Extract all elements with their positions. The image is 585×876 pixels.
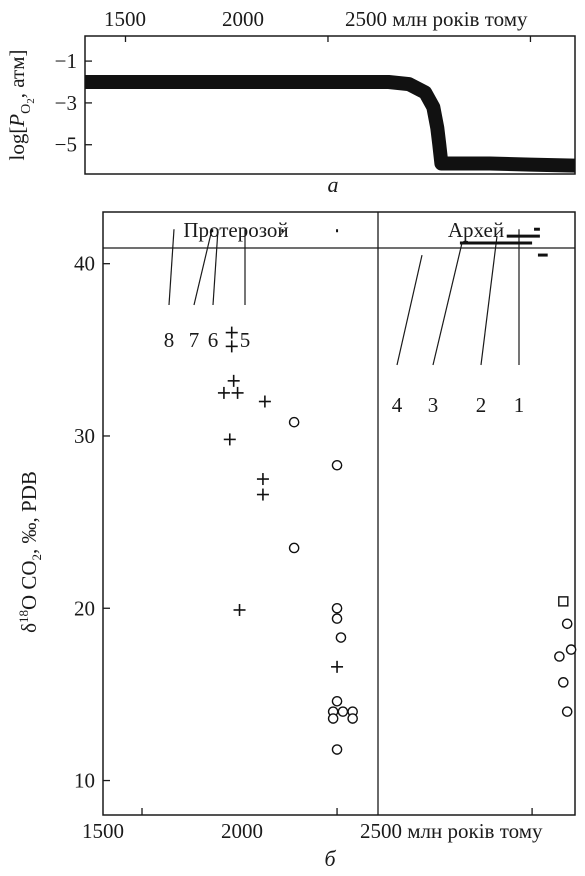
range-leader-7 (193, 229, 213, 306)
circle-marker (347, 713, 358, 724)
panel-a-plot-frame (84, 35, 576, 175)
panel-a-y-tick-label: −3 (55, 91, 77, 115)
era-label-archean: Архей (448, 218, 504, 242)
circle-marker (557, 677, 569, 688)
plus-marker (256, 473, 269, 486)
plus-marker (256, 488, 269, 501)
plus-marker (231, 386, 244, 399)
circle-marker (331, 695, 343, 707)
circle-marker (331, 744, 343, 755)
panel-a-y-tick-label: −1 (55, 49, 77, 73)
range-label-6: 6 (208, 328, 219, 352)
circle-marker (288, 416, 300, 428)
plus-marker (225, 340, 238, 353)
panel-a-oxygen-curve (85, 75, 576, 173)
plus-marker (227, 374, 240, 387)
panel-a-x-tick-2500: 2500 млн років тому (345, 7, 528, 31)
circle-marker (565, 644, 577, 655)
circle-marker (561, 618, 573, 630)
plus-marker (331, 660, 344, 673)
panel-a-y-axis-label: log[PO2, атм] (5, 49, 37, 160)
square-marker (558, 596, 569, 607)
panel-b-ticks: 10 20 30 40 (74, 252, 533, 815)
plus-marker (233, 603, 246, 616)
plus-marker (223, 433, 236, 446)
range-leader-8 (168, 229, 175, 306)
range-leader-3 (432, 242, 463, 366)
range-label-3: 3 (428, 393, 439, 417)
range-leader-6 (212, 229, 219, 306)
circle-marker (331, 459, 343, 471)
panel-b-x-tick-1500: 1500 (82, 819, 124, 843)
circle-marker (327, 713, 339, 724)
circle-marker (331, 613, 343, 624)
panel-a-oxygen-line (85, 75, 576, 173)
panel-b-y-tick-label: 20 (74, 596, 95, 620)
plus-marker (225, 326, 238, 339)
range-label-4: 4 (392, 393, 403, 417)
panel-b-x-tick-2500: 2500 млн років тому (360, 819, 543, 843)
panel-b-y-tick-label: 10 (74, 769, 95, 793)
panel-a-ticks: −1 −3 −5 (55, 36, 532, 157)
panel-b-y-tick-label: 30 (74, 424, 95, 448)
plus-marker (217, 386, 230, 399)
panel-a: 1500 2000 2500 млн років тому −1 −3 −5 log… (5, 7, 576, 197)
panel-b-x-tick-2000: 2000 (221, 819, 263, 843)
range-label-2: 2 (476, 393, 487, 417)
panel-a-x-tick-1500: 1500 (104, 7, 146, 31)
plus-marker (258, 395, 271, 408)
panel-b-y-tick-label: 40 (74, 252, 95, 276)
circle-marker (561, 706, 573, 717)
circle-marker (331, 602, 343, 614)
range-leader-4 (396, 254, 423, 366)
panel-b-points (217, 326, 577, 755)
circle-marker (554, 651, 565, 662)
panel-b-y-axis-label: δ18O CO2, ‰, PDB (16, 471, 44, 633)
panel-b-plot-frame (102, 211, 576, 816)
panel-b-label: б (324, 846, 336, 871)
range-label-7: 7 (189, 328, 200, 352)
circle-marker (335, 632, 347, 643)
era-label-proterozoic: Протерозой (183, 218, 288, 242)
range-label-1: 1 (514, 393, 525, 417)
panel-a-label: а (328, 172, 339, 197)
range-label-5: 5 (240, 328, 251, 352)
range-leader-2 (480, 236, 498, 366)
panel-a-x-tick-2000: 2000 (222, 7, 264, 31)
circle-marker (337, 706, 349, 717)
circle-marker (288, 542, 300, 554)
range-label-8: 8 (164, 328, 175, 352)
panel-a-y-tick-label: −5 (55, 133, 77, 157)
